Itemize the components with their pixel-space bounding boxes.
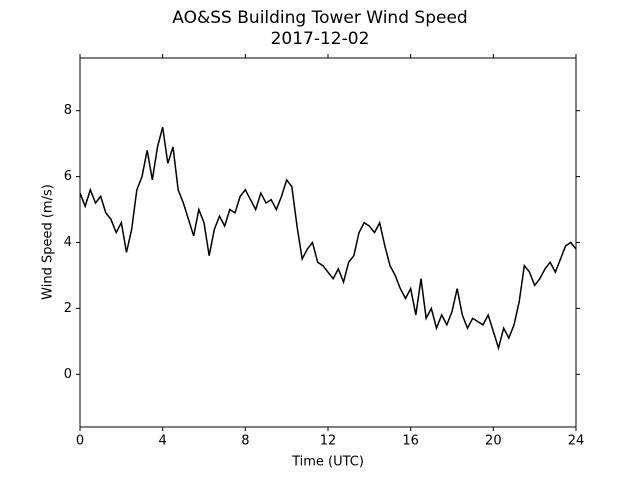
x-tick-label: 4 xyxy=(159,434,167,449)
data-line xyxy=(79,126,577,351)
y-tick-label: 4 xyxy=(64,235,72,250)
plot-frame xyxy=(79,57,577,428)
x-tick-label: 24 xyxy=(568,434,585,449)
x-tick-label: 12 xyxy=(320,434,337,449)
x-axis-label: Time (UTC) xyxy=(291,455,364,470)
chart-subtitle: 2017-12-02 xyxy=(271,29,370,49)
y-axis-label: Wind Speed (m/s) xyxy=(41,184,56,300)
x-tick-label: 8 xyxy=(241,434,249,449)
y-tick-label: 8 xyxy=(64,103,72,118)
chart-title: AO&SS Building Tower Wind Speed xyxy=(172,8,467,28)
x-tick-label: 16 xyxy=(402,434,419,449)
x-tick-label: 20 xyxy=(485,434,502,449)
y-tick-label: 2 xyxy=(64,301,72,316)
x-tick-label: 0 xyxy=(76,434,84,449)
y-tick-label: 0 xyxy=(64,367,72,382)
y-tick-label: 6 xyxy=(64,169,72,184)
